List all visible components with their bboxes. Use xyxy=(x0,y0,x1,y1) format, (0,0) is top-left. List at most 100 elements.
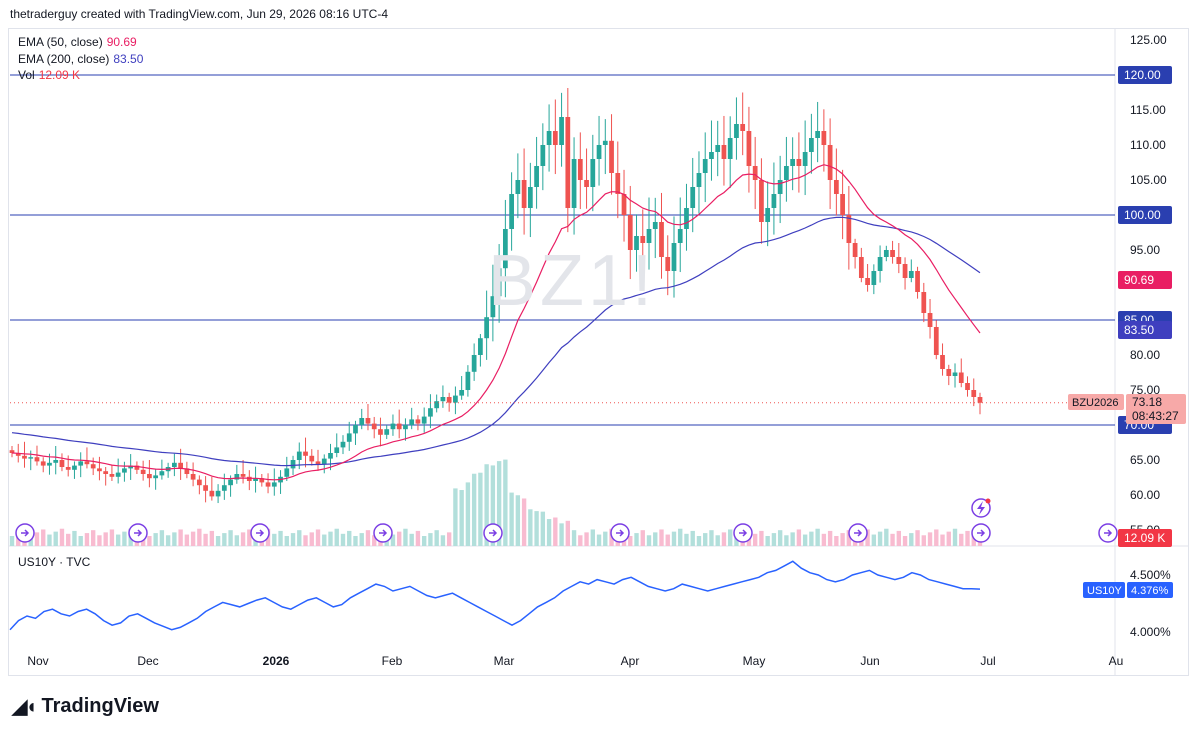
candle xyxy=(559,92,564,167)
candle xyxy=(434,394,440,413)
volume-bar xyxy=(365,530,371,546)
volume-bar xyxy=(34,532,40,546)
x-axis-label: 2026 xyxy=(263,654,290,668)
volume-bar xyxy=(846,530,852,546)
candle-body xyxy=(796,159,802,166)
price-tick-label: 125.00 xyxy=(1130,33,1167,47)
volume-bar xyxy=(78,536,83,546)
candle-body xyxy=(527,187,533,208)
volume-bar xyxy=(490,465,496,546)
candle-body xyxy=(865,278,870,285)
volume-bar xyxy=(47,534,52,546)
legend-vol[interactable]: Vol 12.09 K xyxy=(18,68,80,82)
candle xyxy=(540,123,546,191)
volume-bar xyxy=(84,533,90,546)
candle-body xyxy=(328,453,333,459)
us10y-tick-label: 4.500% xyxy=(1130,568,1171,582)
event-marker-icon[interactable] xyxy=(1098,523,1118,543)
volume-bar xyxy=(309,532,314,546)
x-axis-label: Au xyxy=(1109,654,1124,668)
event-marker-icon[interactable] xyxy=(971,523,991,543)
volume-bar xyxy=(91,530,96,546)
candle xyxy=(278,470,283,494)
candle xyxy=(521,148,527,235)
candle xyxy=(28,450,34,471)
event-marker-icon[interactable] xyxy=(250,523,270,543)
candle-body xyxy=(977,397,983,403)
candle xyxy=(103,467,109,486)
candle-body xyxy=(134,465,140,470)
event-marker-icon[interactable] xyxy=(733,523,753,543)
candle-body xyxy=(128,465,134,469)
chart-frame[interactable] xyxy=(8,28,1189,676)
candle xyxy=(459,376,465,400)
candle-body xyxy=(627,215,633,250)
candle-body xyxy=(203,485,208,491)
candle-body xyxy=(702,159,708,173)
candle-body xyxy=(684,208,689,229)
candle-body xyxy=(15,453,21,456)
legend-ema200[interactable]: EMA (200, close) 83.50 xyxy=(18,52,143,66)
candle xyxy=(78,452,84,478)
volume-bar xyxy=(959,533,964,546)
price-tick-label: 60.00 xyxy=(1130,488,1160,502)
volume-bar xyxy=(190,531,196,546)
x-axis-label: Feb xyxy=(382,654,403,668)
volume-bar xyxy=(53,531,58,546)
candle-body xyxy=(434,401,440,409)
volume-bar xyxy=(915,530,920,546)
candle xyxy=(902,257,908,290)
candle-body xyxy=(559,117,564,145)
volume-bar xyxy=(334,528,339,546)
volume-bar xyxy=(840,533,845,546)
volume-bar xyxy=(503,459,508,546)
candle xyxy=(858,247,864,283)
candle-body xyxy=(546,131,552,145)
volume-bar xyxy=(715,535,720,546)
event-marker-icon[interactable] xyxy=(610,523,630,543)
candle xyxy=(952,363,958,388)
event-marker-icon[interactable] xyxy=(483,523,503,543)
last-price-tag xyxy=(1126,394,1186,424)
last-price-label: 73.18 xyxy=(1132,395,1162,409)
legend-ema50[interactable]: EMA (50, close) 90.69 xyxy=(18,35,137,49)
candle-body xyxy=(552,131,558,145)
candle xyxy=(883,245,889,262)
candle xyxy=(965,376,970,397)
candle xyxy=(246,470,252,491)
volume-bar xyxy=(765,536,770,546)
price-tick-label: 75.00 xyxy=(1130,383,1160,397)
candle xyxy=(309,449,315,466)
candle-body xyxy=(334,447,340,453)
event-marker-icon[interactable] xyxy=(373,523,393,543)
candle-body xyxy=(790,159,796,166)
candle-body xyxy=(103,471,109,474)
volume-bar xyxy=(671,531,677,546)
volume-bar xyxy=(390,534,396,546)
volume-bar xyxy=(634,533,639,546)
volume-bar xyxy=(403,528,408,546)
candle-body xyxy=(609,140,614,173)
candle xyxy=(271,468,277,496)
volume-bar xyxy=(372,535,377,546)
price-tick-label: 65.00 xyxy=(1130,453,1160,467)
volume-bar xyxy=(203,533,208,546)
candle xyxy=(340,435,346,455)
volume-bar xyxy=(540,511,546,546)
candle-body xyxy=(140,469,146,474)
legend-ema200-label: EMA (200, close) xyxy=(18,52,110,66)
event-marker-icon[interactable] xyxy=(15,523,35,543)
candle-body xyxy=(384,429,390,435)
legend-us10y[interactable]: US10Y · TVC xyxy=(18,555,91,569)
event-marker-icon[interactable] xyxy=(128,523,148,543)
candle xyxy=(609,114,614,195)
candle-body xyxy=(253,478,258,481)
candle-body xyxy=(696,173,702,187)
candle-body xyxy=(396,423,402,430)
event-marker-icon[interactable] xyxy=(848,523,868,543)
candle-body xyxy=(90,464,96,469)
legend-ema50-value: 90.69 xyxy=(106,35,137,49)
tradingview-logo[interactable]: ◢◖ TradingView xyxy=(12,694,159,719)
lightning-alert-icon[interactable] xyxy=(971,498,991,518)
